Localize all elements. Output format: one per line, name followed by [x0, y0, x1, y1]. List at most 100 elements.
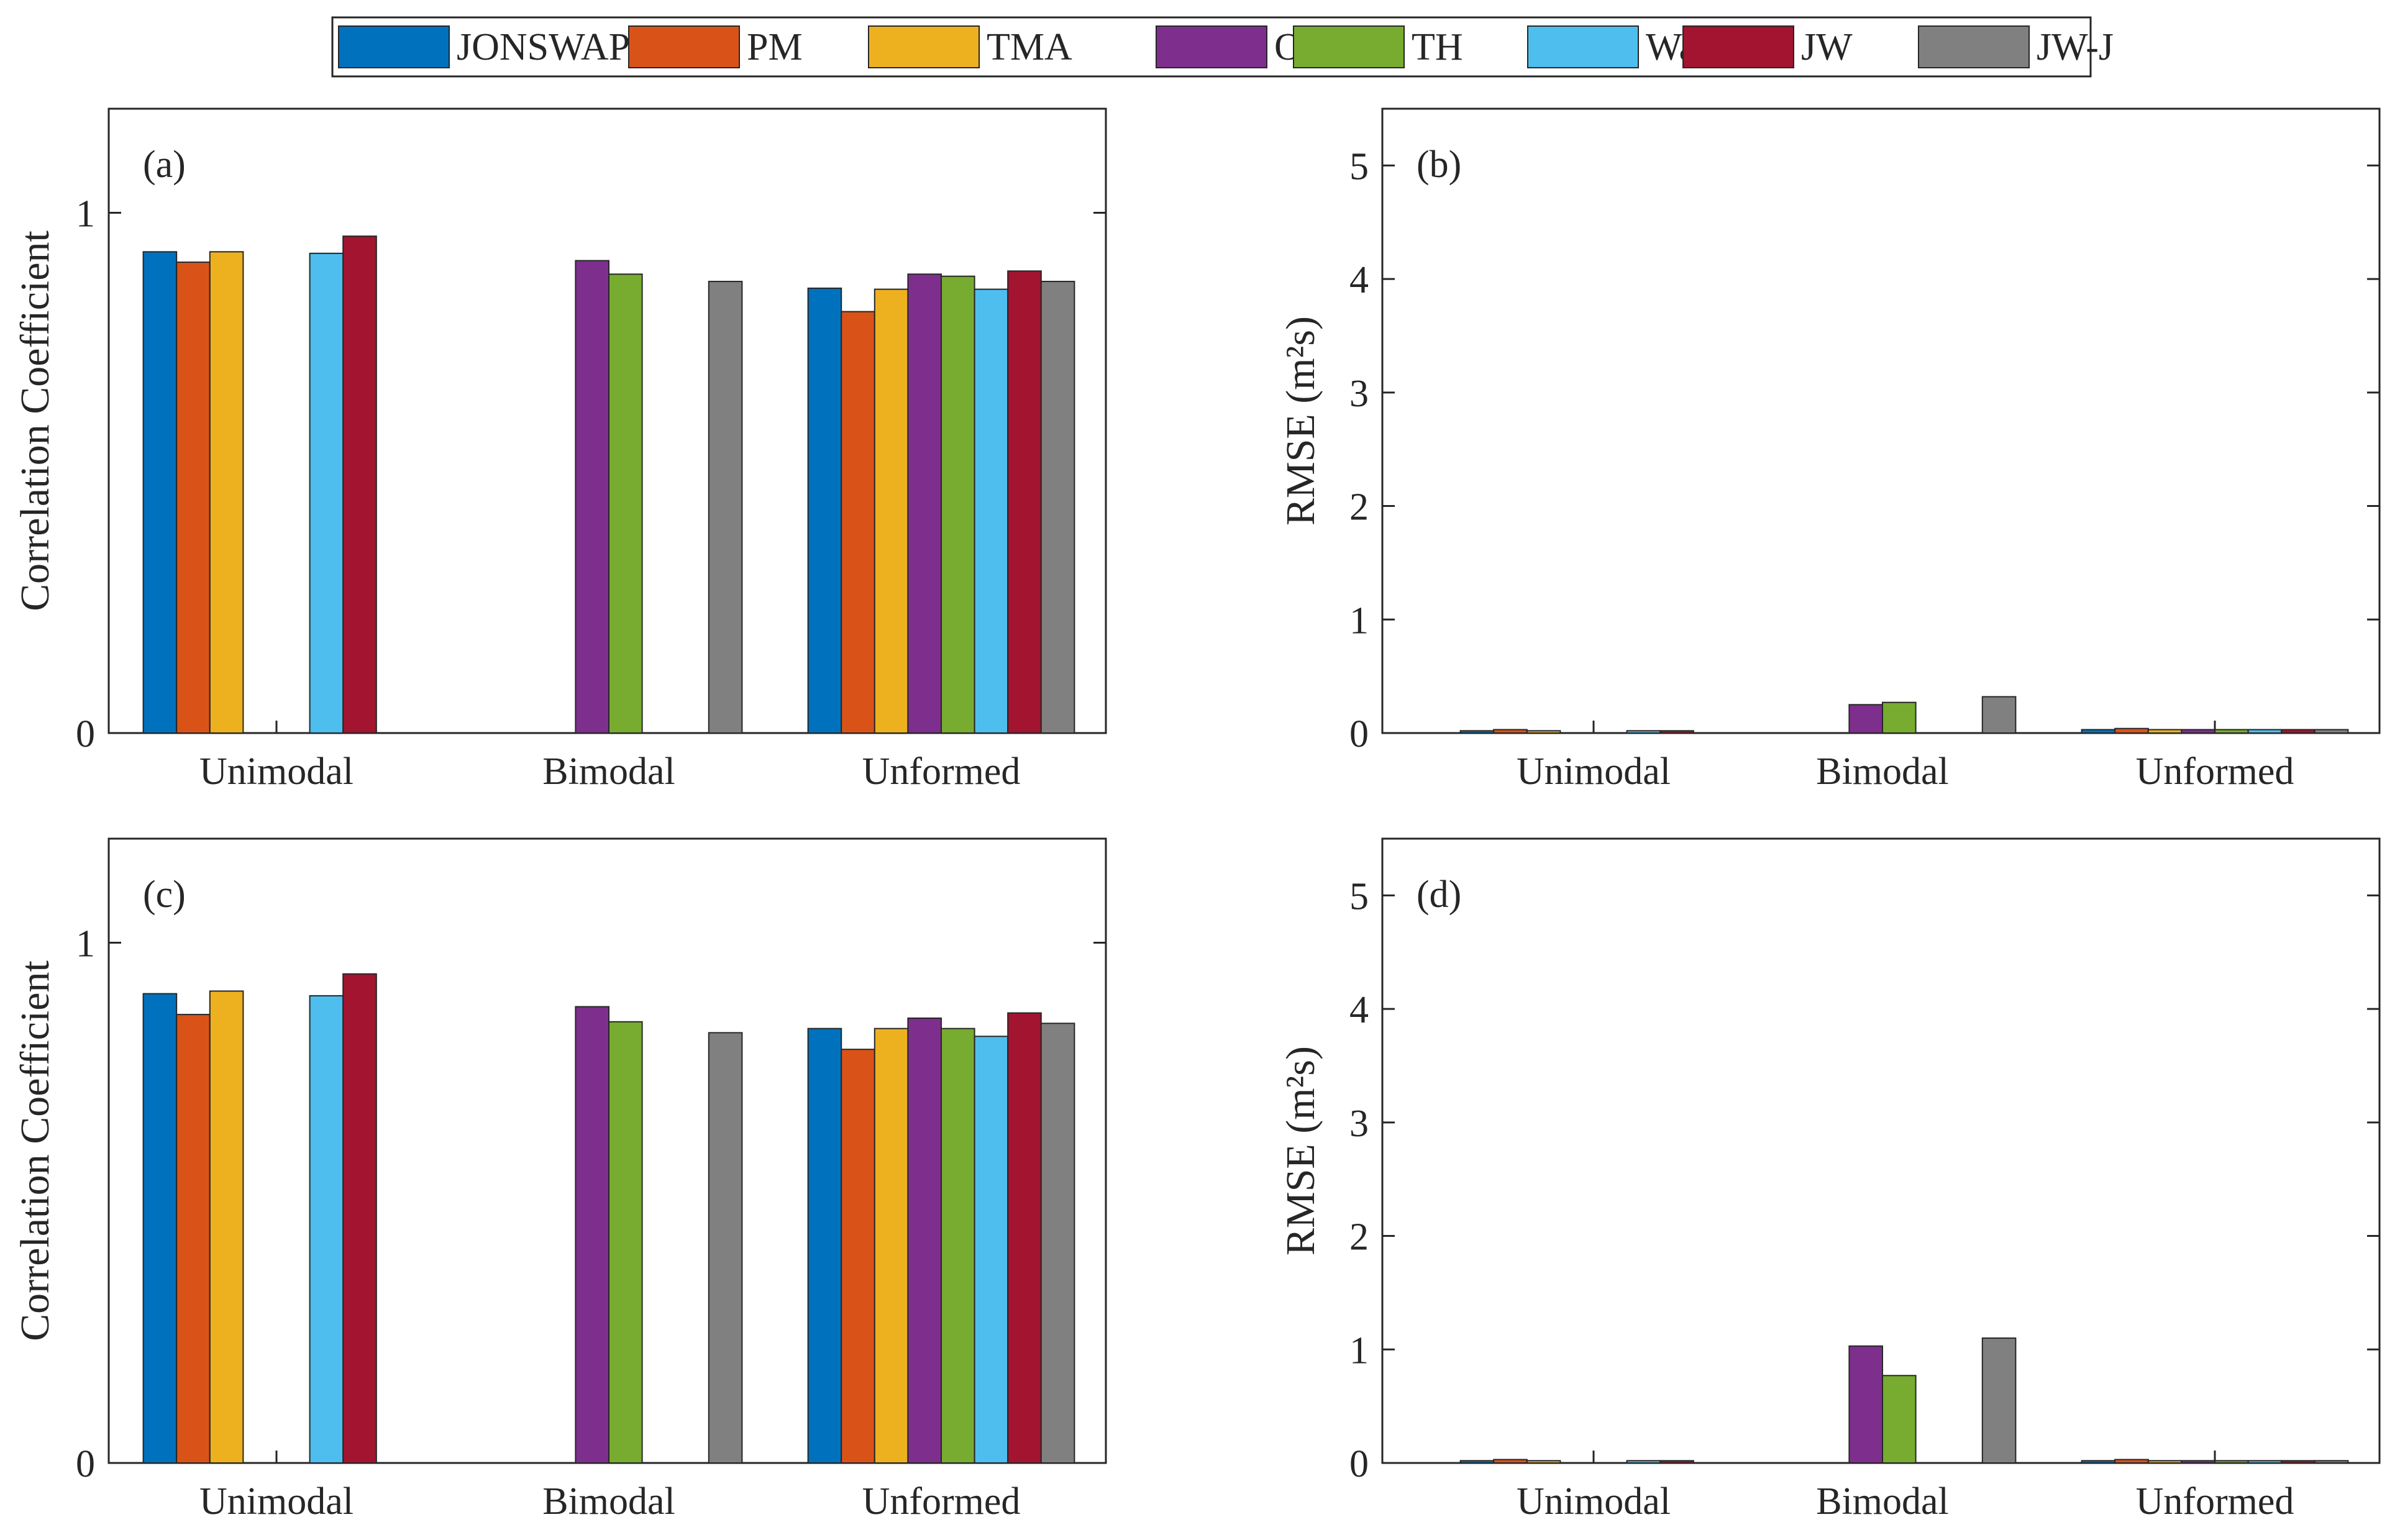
bar-th-bimodal [608, 1021, 643, 1464]
bar-jw-unformed [1007, 270, 1042, 734]
bar-jw-unimodal [342, 973, 377, 1464]
bar-wa-unimodal [1626, 730, 1661, 734]
y-tick-label: 1 [1349, 1329, 1369, 1372]
panel-c: 0 1 Unimodal Bimodal Unformed (c) Correlation … [12, 837, 1107, 1523]
bar-jw-unformed [2281, 729, 2316, 734]
bar-jw-j-bimodal [1981, 696, 2017, 734]
bar-jonswap-unformed [807, 287, 842, 734]
x-tick-label-bimodal: Bimodal [1816, 750, 1949, 793]
legend-label-jonswap: JONSWAP [457, 26, 630, 68]
legend-swatch-wa [1527, 25, 1639, 68]
bar-jw-j-bimodal [708, 281, 743, 734]
bar-jw-j-unformed [2314, 729, 2349, 734]
bar-wa-unformed [2247, 1460, 2283, 1464]
x-tick-label-unformed: Unformed [862, 750, 1021, 793]
x-tick-label-unimodal: Unimodal [1517, 1480, 1671, 1523]
legend-swatch-th [1293, 25, 1405, 68]
bar-jonswap-unformed [2081, 729, 2116, 734]
legend-swatch-pm [628, 25, 740, 68]
bar-th-bimodal [1882, 701, 1917, 734]
bar-wa-unimodal [1626, 1460, 1661, 1464]
bar-wa-unimodal [309, 252, 344, 734]
bar-jw-unimodal [1659, 1460, 1694, 1464]
bar-oh-bimodal [575, 260, 610, 734]
bar-jonswap-unformed [807, 1027, 842, 1464]
panel-label: (b) [1417, 144, 1461, 186]
legend-swatch-jw [1682, 25, 1794, 68]
y-tick-label: 4 [1349, 259, 1369, 301]
y-axis-label: RMSE (m²s) [1278, 1046, 1323, 1255]
bar-pm-unimodal [1493, 1459, 1528, 1464]
legend-label-pm: PM [747, 26, 803, 68]
bar-pm-unformed [2114, 727, 2149, 734]
bar-oh-bimodal [1848, 704, 1883, 734]
y-tick-label: 2 [1349, 486, 1369, 529]
bar-jw-unformed [2281, 1460, 2316, 1464]
bar-jonswap-unimodal [1459, 1460, 1495, 1464]
x-tick-label-bimodal: Bimodal [542, 1480, 675, 1523]
y-tick-label: 5 [1349, 145, 1369, 188]
x-tick-label-unimodal: Unimodal [199, 750, 354, 793]
y-tick-label: 1 [76, 923, 95, 965]
panel-a: 0 1 Unimodal Bimodal Unformed (a) Correlation … [12, 107, 1107, 793]
bar-tma-unformed [2147, 729, 2183, 734]
legend-label-th: TH [1412, 26, 1463, 68]
x-tick-label-unformed: Unformed [2136, 750, 2294, 793]
bar-th-unformed [2214, 729, 2249, 734]
bar-th-unformed [941, 275, 975, 734]
bar-jw-j-bimodal [1981, 1337, 2017, 1464]
panel-label: (a) [143, 144, 186, 186]
bar-wa-unformed [974, 288, 1009, 734]
plot-area [1381, 107, 2381, 734]
y-tick-label: 0 [76, 713, 95, 755]
y-tick-label: 5 [1349, 875, 1369, 918]
bar-tma-unformed [874, 288, 909, 734]
bar-tma-unimodal [1526, 730, 1561, 734]
chart-panels: 0 1 Unimodal Bimodal Unformed (a) Correlation … [12, 107, 2381, 1523]
bar-oh-unformed [2181, 1460, 2215, 1464]
bar-tma-unimodal [209, 251, 244, 734]
panel-d: 0 1 2 3 4 5 Unimodal Bimodal Unformed (d) RMSE (m²… [1278, 837, 2381, 1523]
bar-oh-bimodal [575, 1006, 610, 1464]
bar-jonswap-unimodal [1459, 730, 1495, 734]
legend-swatch-tma [868, 25, 980, 68]
x-tick-label-unformed: Unformed [2136, 1480, 2294, 1523]
bar-jw-j-unformed [1040, 1023, 1075, 1464]
bar-jonswap-unformed [2081, 1460, 2116, 1464]
bar-tma-unimodal [1526, 1460, 1561, 1464]
bar-th-unformed [941, 1027, 975, 1464]
x-tick-label-bimodal: Bimodal [542, 750, 675, 793]
bar-th-unformed [2214, 1460, 2249, 1464]
legend: JONSWAPPMTMAOHTHWaJWJW-J [331, 16, 2114, 78]
y-axis-label: Correlation Coefficient [12, 230, 58, 611]
y-axis-label: Correlation Coefficient [12, 960, 58, 1341]
bar-pm-unformed [841, 311, 875, 734]
bar-oh-unformed [907, 273, 942, 734]
legend-swatch-oh [1156, 25, 1267, 68]
x-tick-label-unformed: Unformed [862, 1480, 1021, 1523]
bar-jw-unimodal [1659, 730, 1694, 734]
y-tick-label: 0 [1349, 713, 1369, 755]
y-tick-label: 0 [76, 1443, 95, 1485]
y-tick-label: 1 [76, 193, 95, 235]
bar-oh-unformed [907, 1017, 942, 1464]
bar-wa-unformed [2247, 729, 2283, 734]
panel-b: 0 1 2 3 4 5 Unimodal Bimodal Unformed (b) RMSE (m²… [1278, 107, 2381, 793]
y-axis-label: RMSE (m²s) [1278, 316, 1323, 526]
legend-label-tma: TMA [987, 26, 1072, 68]
bar-tma-unformed [874, 1027, 909, 1464]
bar-oh-unformed [2181, 729, 2215, 734]
bar-pm-unimodal [176, 1014, 211, 1464]
legend-swatch-jonswap [338, 25, 450, 68]
bar-wa-unimodal [309, 995, 344, 1464]
y-tick-label: 4 [1349, 989, 1369, 1031]
bar-tma-unimodal [209, 990, 244, 1464]
bar-pm-unimodal [176, 262, 211, 734]
y-tick-label: 0 [1349, 1443, 1369, 1485]
bar-jw-j-unformed [2314, 1460, 2349, 1464]
bar-jonswap-unimodal [142, 993, 178, 1464]
legend-label-jw-j: JW-J [2037, 26, 2114, 68]
legend-label-jw: JW [1801, 26, 1853, 68]
bar-th-bimodal [608, 273, 643, 734]
